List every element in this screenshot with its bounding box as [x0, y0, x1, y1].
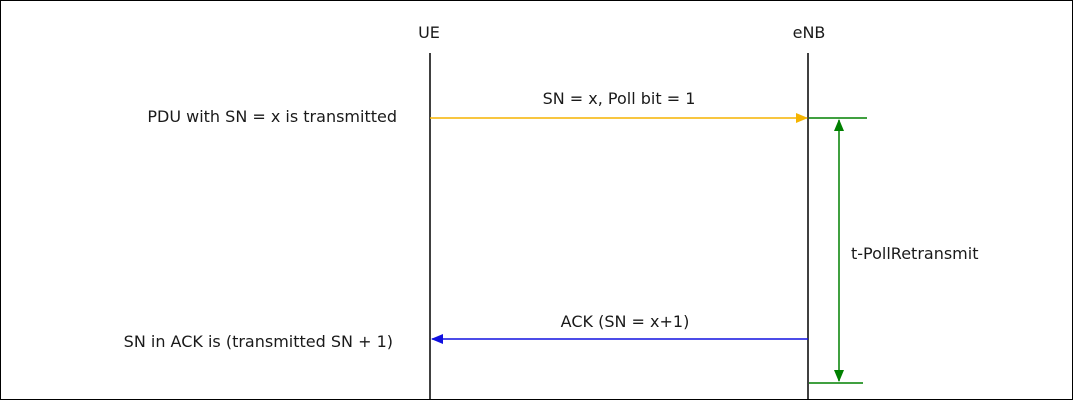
ue-label: UE [418, 23, 440, 42]
enb-label: eNB [792, 23, 826, 42]
poll-pdu-label: SN = x, Poll bit = 1 [542, 89, 696, 108]
pdu-transmitted-note: PDU with SN = x is transmitted [147, 107, 397, 126]
ack-label: ACK (SN = x+1) [560, 312, 690, 331]
ack-rule-note: SN in ACK is (transmitted SN + 1) [123, 332, 393, 351]
timer-label: t-PollRetransmit [851, 244, 979, 263]
